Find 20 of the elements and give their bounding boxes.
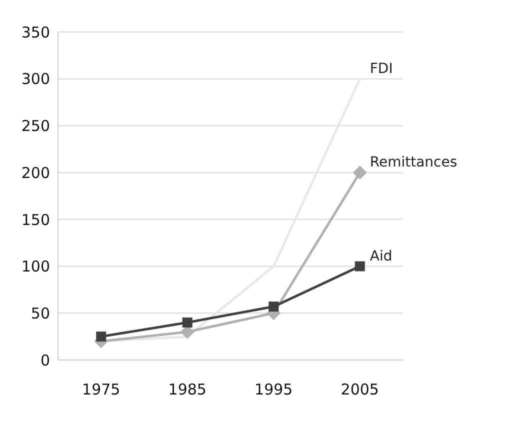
y-tick-label: 250 [21, 117, 50, 136]
point [268, 302, 279, 312]
point [354, 261, 365, 272]
y-tick-label: 100 [21, 258, 50, 276]
y-tick-label: 350 [21, 23, 50, 42]
point [352, 166, 367, 180]
series-label: FDI [370, 60, 393, 77]
y-tick-label: 200 [21, 164, 50, 182]
point [96, 332, 106, 342]
series-label: Remittances [370, 154, 458, 171]
x-tick-label: 1985 [168, 380, 206, 399]
x-tick-label: 1995 [254, 380, 293, 399]
y-tick-label: 0 [40, 351, 50, 370]
y-tick-label: 300 [21, 70, 50, 88]
point [182, 318, 192, 328]
x-tick-label: 2005 [340, 380, 379, 399]
y-tick-label: 50 [30, 304, 50, 322]
series-label: Aid [370, 248, 392, 264]
y-tick-label: 150 [21, 210, 50, 229]
x-tick-label: 1975 [82, 380, 120, 399]
